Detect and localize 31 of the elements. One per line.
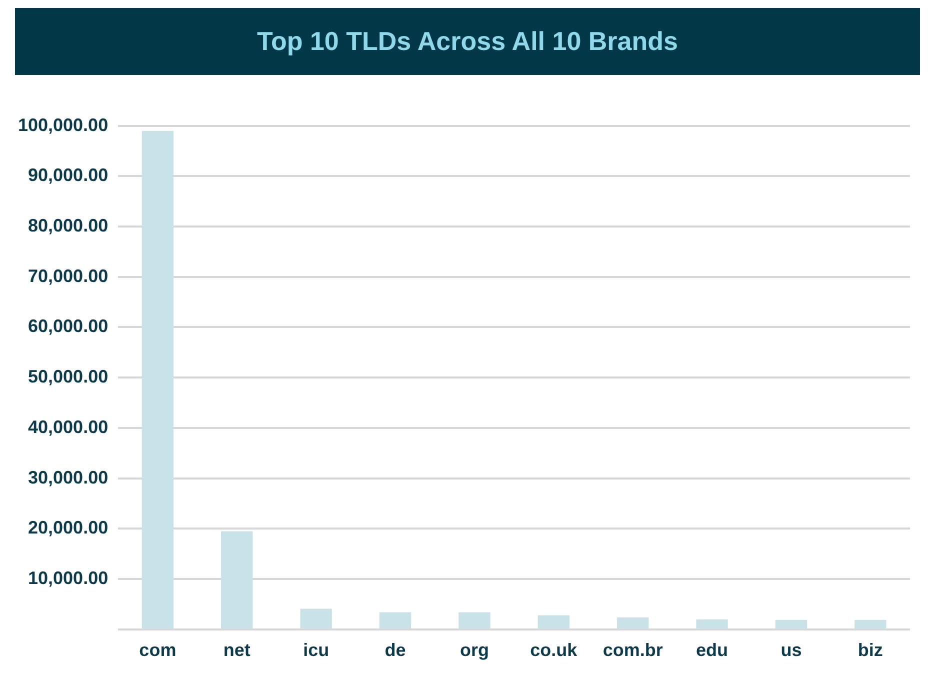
x-tick-label: icu	[303, 640, 330, 660]
y-tick-label: 20,000.00	[28, 518, 108, 538]
y-tick-label: 70,000.00	[28, 266, 108, 286]
x-tick-label: net	[223, 640, 250, 660]
bar	[300, 608, 332, 628]
x-tick-label: co.uk	[530, 640, 578, 660]
y-tick-label: 80,000.00	[28, 215, 108, 236]
bar	[616, 617, 649, 628]
x-tick-label: biz	[858, 640, 883, 660]
y-tick-label: 40,000.00	[28, 416, 108, 437]
bar	[142, 130, 174, 628]
y-tick-label: 10,000.00	[28, 568, 108, 588]
x-tick-label: us	[780, 640, 802, 660]
bar	[221, 531, 253, 628]
x-tick-label: org	[460, 640, 489, 660]
x-tick-label: com.br	[602, 640, 663, 660]
bar	[854, 620, 886, 628]
bar	[379, 612, 412, 628]
y-tick-label: 50,000.00	[28, 366, 108, 387]
x-tick-label: edu	[696, 640, 728, 660]
x-tick-label: de	[384, 640, 406, 660]
bar	[775, 620, 808, 628]
y-tick-label: 60,000.00	[28, 316, 108, 336]
chart-title: Top 10 TLDs Across All 10 Brands	[15, 8, 920, 75]
bar	[538, 615, 570, 628]
y-tick-label: 90,000.00	[28, 165, 108, 186]
bar	[458, 612, 490, 628]
y-tick-label: 100,000.00	[18, 114, 108, 135]
y-tick-label: 30,000.00	[28, 467, 108, 488]
x-tick-label: com	[139, 640, 176, 660]
bar	[696, 619, 728, 628]
